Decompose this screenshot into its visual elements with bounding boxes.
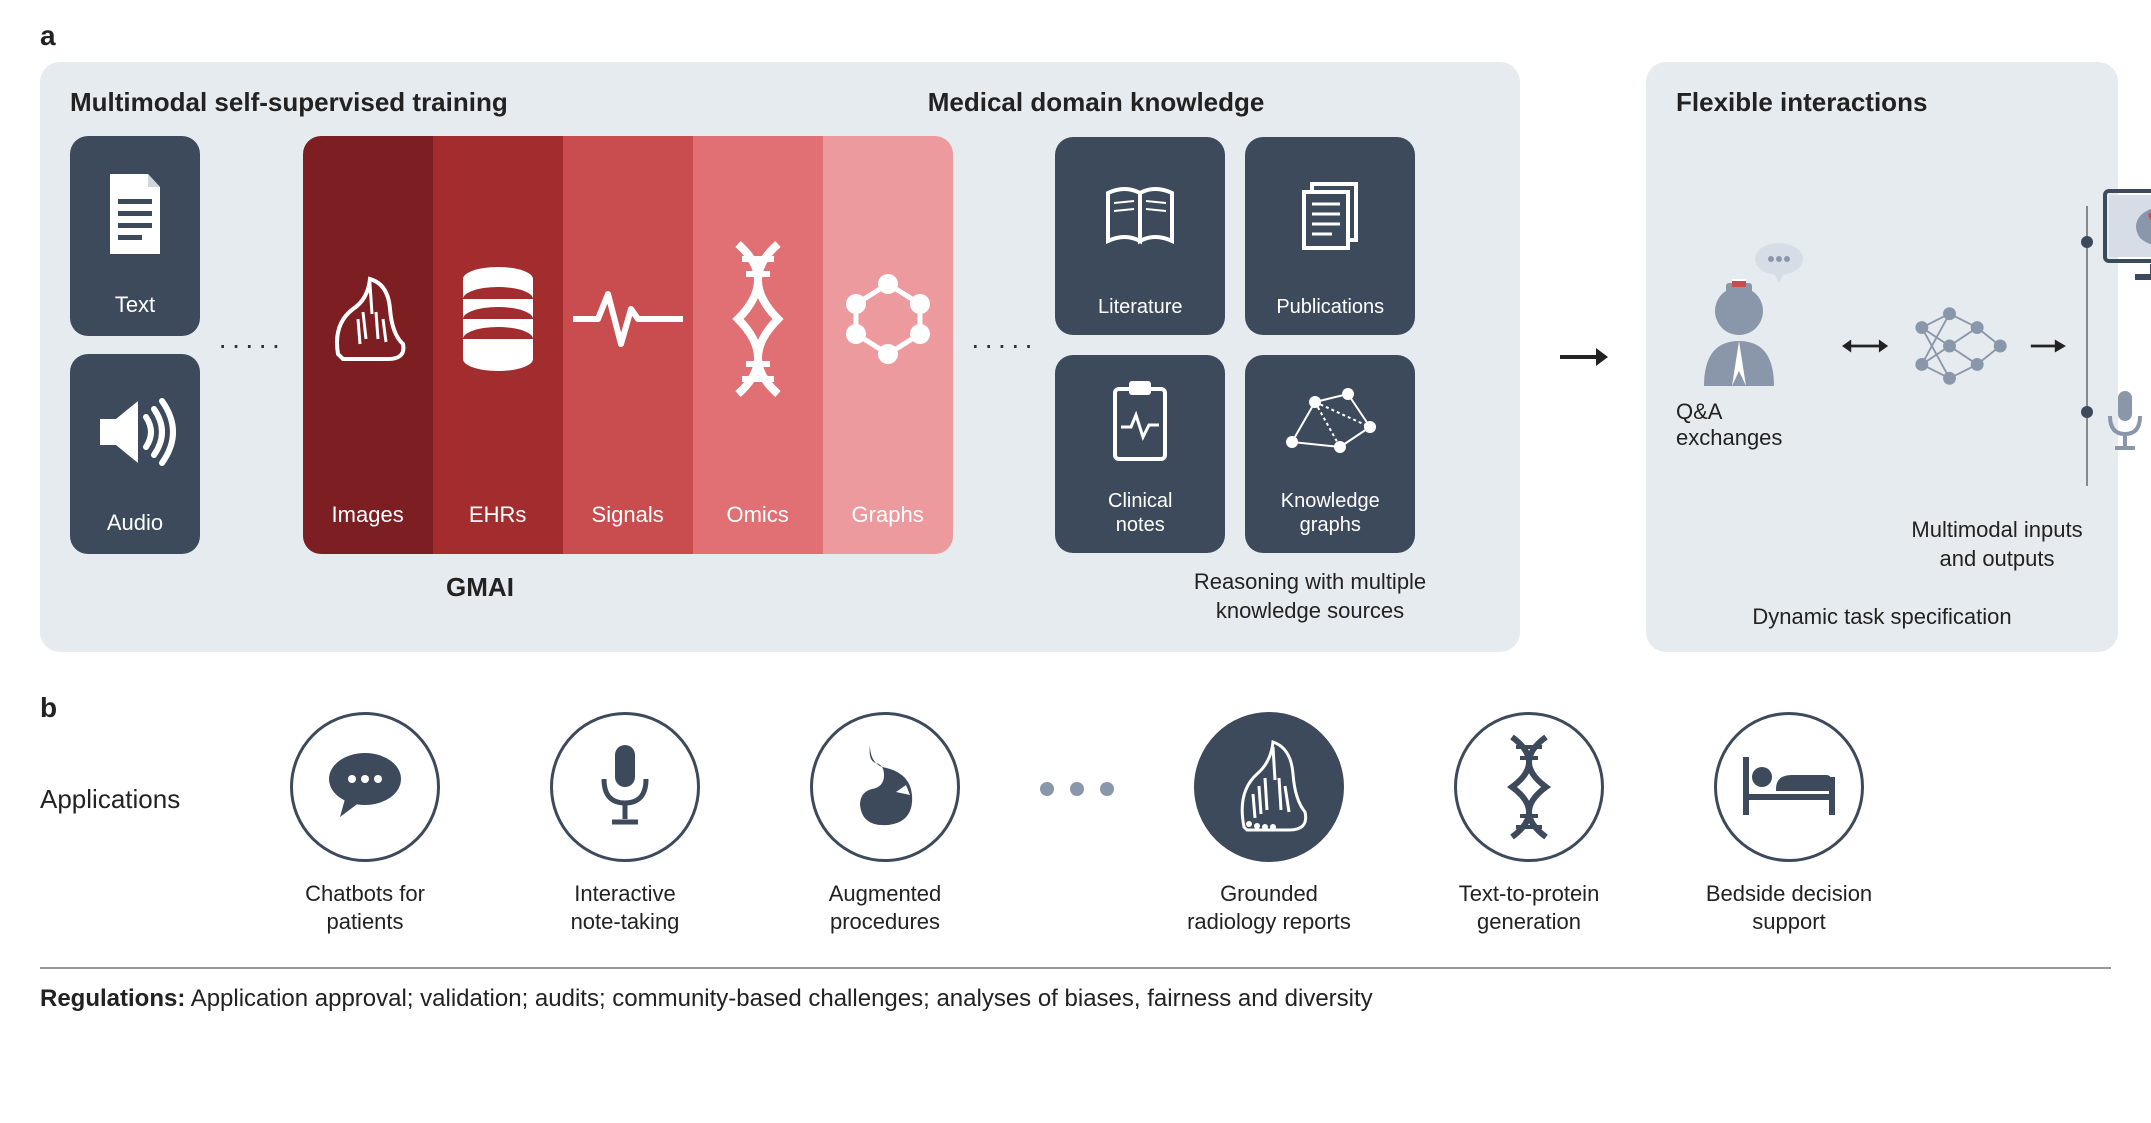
kcard-literature-label: Literature bbox=[1098, 295, 1183, 319]
knowledge-graph-icon bbox=[1245, 355, 1415, 489]
arrow-right-icon bbox=[2029, 334, 2066, 358]
flex-panel: Flexible interactions Q&A exchanges bbox=[1646, 62, 2118, 652]
document-icon bbox=[70, 136, 200, 292]
card-ehrs-label: EHRs bbox=[469, 502, 526, 528]
dots-right: ····· bbox=[965, 329, 1044, 361]
card-graphs: Graphs bbox=[823, 136, 953, 554]
kcard-publications-label: Publications bbox=[1276, 295, 1384, 319]
card-text-label: Text bbox=[115, 292, 155, 318]
card-images: Images bbox=[303, 136, 433, 554]
app-notetaking-label: Interactive note-taking bbox=[571, 880, 680, 937]
kcard-kg-label: Knowledge graphs bbox=[1281, 489, 1380, 537]
arrow-to-flex bbox=[1550, 62, 1616, 652]
papers-icon bbox=[1245, 137, 1415, 295]
app-radiology-label: Grounded radiology reports bbox=[1187, 880, 1351, 937]
network-icon bbox=[1908, 291, 2009, 401]
card-omics: Omics bbox=[693, 136, 823, 554]
app-bedside: Bedside decision support bbox=[1684, 712, 1894, 937]
card-signals: Signals bbox=[563, 136, 693, 554]
kcard-literature: Literature bbox=[1055, 137, 1225, 335]
apps-ellipsis bbox=[1040, 712, 1114, 796]
mic-small-icon bbox=[2100, 386, 2150, 456]
divider bbox=[40, 967, 2111, 969]
dynamic-caption: Dynamic task specification bbox=[1676, 603, 2088, 632]
knowledge-block: Literature bbox=[1055, 137, 1415, 553]
kcard-publications: Publications bbox=[1245, 137, 1415, 335]
app-chatbots-label: Chatbots for patients bbox=[305, 880, 425, 937]
kcard-clinical-label: Clinical notes bbox=[1108, 489, 1172, 537]
card-ehrs: EHRs bbox=[433, 136, 563, 554]
card-audio: Audio bbox=[70, 354, 200, 554]
app-bedside-label: Bedside decision support bbox=[1706, 880, 1872, 937]
card-graphs-label: Graphs bbox=[852, 502, 924, 528]
qa-label: Q&A exchanges bbox=[1676, 399, 1822, 451]
kcard-kg: Knowledge graphs bbox=[1245, 355, 1415, 553]
knowledge-title: Medical domain knowledge bbox=[928, 87, 1265, 118]
dna2-icon bbox=[1494, 732, 1564, 842]
app-protein-label: Text-to-protein generation bbox=[1459, 880, 1600, 937]
app-chatbots: Chatbots for patients bbox=[260, 712, 470, 937]
gmai-label: GMAI bbox=[70, 572, 890, 603]
dna-icon bbox=[718, 239, 798, 399]
app-augmented-label: Augmented procedures bbox=[829, 880, 942, 937]
chat-icon bbox=[320, 747, 410, 827]
stomach-icon bbox=[840, 737, 930, 837]
mic-icon bbox=[590, 737, 660, 837]
graph-icon bbox=[838, 269, 938, 369]
panel-a-row: Multimodal self-supervised training Medi… bbox=[40, 62, 2111, 652]
multimodal-block bbox=[2086, 206, 2088, 486]
card-audio-label: Audio bbox=[107, 510, 163, 536]
card-text: Text bbox=[70, 136, 200, 336]
card-omics-label: Omics bbox=[726, 502, 788, 528]
bed-icon bbox=[1734, 747, 1844, 827]
card-signals-label: Signals bbox=[592, 502, 664, 528]
card-images-label: Images bbox=[332, 502, 404, 528]
doctor-icon bbox=[1684, 241, 1814, 391]
bidir-arrow-icon bbox=[1842, 334, 1888, 358]
panel-b-label: b bbox=[40, 692, 230, 724]
regulations-text: Application approval; validation; audits… bbox=[185, 985, 1372, 1012]
flex-title: Flexible interactions bbox=[1676, 87, 2088, 118]
app-protein: Text-to-protein generation bbox=[1424, 712, 1634, 937]
apps-section-label: Applications bbox=[40, 724, 230, 815]
monitor-icon bbox=[2100, 186, 2151, 286]
app-augmented: Augmented procedures bbox=[780, 712, 990, 937]
regulations-line: Regulations: Application approval; valid… bbox=[40, 985, 2111, 1013]
app-radiology: Grounded radiology reports bbox=[1164, 712, 1374, 937]
database-icon bbox=[453, 259, 543, 379]
panel-b: b Applications Chatbots for patients bbox=[40, 692, 2111, 937]
knowledge-caption: Reasoning with multiple knowledge source… bbox=[1130, 568, 1490, 625]
signal-icon bbox=[573, 279, 683, 359]
panel-a-label: a bbox=[40, 20, 2111, 52]
modality-cards: Images bbox=[303, 136, 953, 554]
apps-row: Chatbots for patients Interactive note-t… bbox=[260, 692, 2111, 937]
app-notetaking: Interactive note-taking bbox=[520, 712, 730, 937]
foot-icon bbox=[318, 264, 418, 374]
qa-block: Q&A exchanges bbox=[1676, 241, 1822, 451]
kcard-clinical: Clinical notes bbox=[1055, 355, 1225, 553]
book-icon bbox=[1055, 137, 1225, 295]
speaker-icon bbox=[70, 354, 200, 510]
footxray-icon bbox=[1219, 732, 1319, 842]
regulations-label: Regulations: bbox=[40, 985, 185, 1012]
clipboard-icon bbox=[1055, 355, 1225, 489]
multimodal-title: Multimodal self-supervised training bbox=[70, 87, 508, 118]
dots-left: ····· bbox=[212, 329, 291, 361]
gmai-panel: Multimodal self-supervised training Medi… bbox=[40, 62, 1520, 652]
text-audio-col: Text Audio bbox=[70, 136, 200, 554]
